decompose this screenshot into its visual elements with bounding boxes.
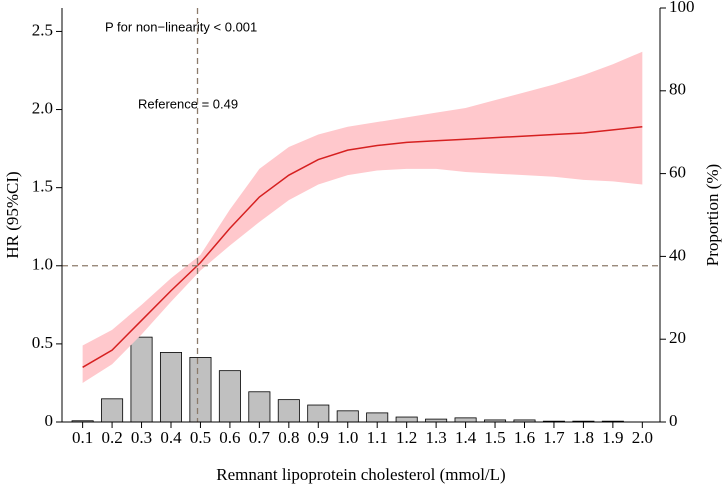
x-tick-label: 0.6	[219, 428, 240, 447]
y2-tick-label: 40	[669, 245, 686, 264]
bar	[130, 336, 153, 423]
x-tick-label: 0.5	[190, 428, 211, 447]
bar	[395, 416, 418, 423]
y2-tick-label: 0	[669, 411, 678, 430]
x-tick-label: 1.9	[602, 428, 623, 447]
y-tick-label: 1.0	[32, 255, 53, 274]
y2-tick-label: 80	[669, 80, 686, 99]
y-tick-label: 2.5	[32, 20, 53, 39]
x-tick-label: 1.0	[337, 428, 358, 447]
bar	[248, 391, 271, 423]
y2-tick-label: 20	[669, 328, 686, 347]
bar	[101, 398, 124, 423]
x-tick-label: 1.4	[455, 428, 477, 447]
bar	[366, 412, 389, 423]
x-tick-label: 0.4	[160, 428, 182, 447]
bar	[454, 417, 477, 423]
x-tick-label: 0.2	[101, 428, 122, 447]
y2-tick-label: 60	[669, 163, 686, 182]
x-tick-label: 0.7	[249, 428, 271, 447]
annotation: Reference = 0.49	[138, 96, 238, 111]
y-tick-label: 0.5	[32, 333, 53, 352]
hr-line	[82, 125, 643, 368]
bar	[336, 410, 359, 423]
x-tick-label: 2.0	[632, 428, 653, 447]
y2-tick-label: 100	[669, 0, 695, 16]
y2-axis-label: Proportion (%)	[703, 164, 722, 266]
x-tick-label: 1.1	[367, 428, 388, 447]
bar	[218, 370, 241, 423]
x-tick-label: 1.3	[425, 428, 446, 447]
confidence-band	[82, 51, 643, 383]
x-tick-label: 1.8	[573, 428, 594, 447]
y-tick-label: 0	[45, 411, 54, 430]
y-tick-label: 2.0	[32, 98, 53, 117]
x-tick-label: 1.6	[514, 428, 535, 447]
x-tick-label: 1.5	[484, 428, 505, 447]
x-tick-label: 0.1	[72, 428, 93, 447]
annotation: P for non−linearity < 0.001	[105, 19, 257, 34]
x-tick-label: 0.3	[131, 428, 152, 447]
x-axis-label: Remnant lipoprotein cholesterol (mmol/L)	[216, 465, 505, 484]
x-tick-label: 0.9	[308, 428, 329, 447]
bar	[277, 399, 300, 423]
x-tick-label: 0.8	[278, 428, 299, 447]
x-tick-label: 1.2	[396, 428, 417, 447]
bar	[159, 352, 183, 423]
y-tick-label: 1.5	[32, 177, 53, 196]
bar	[189, 357, 212, 423]
bar	[307, 404, 330, 423]
y-axis-label: HR (95%CI)	[3, 171, 22, 258]
x-tick-label: 1.7	[543, 428, 565, 447]
